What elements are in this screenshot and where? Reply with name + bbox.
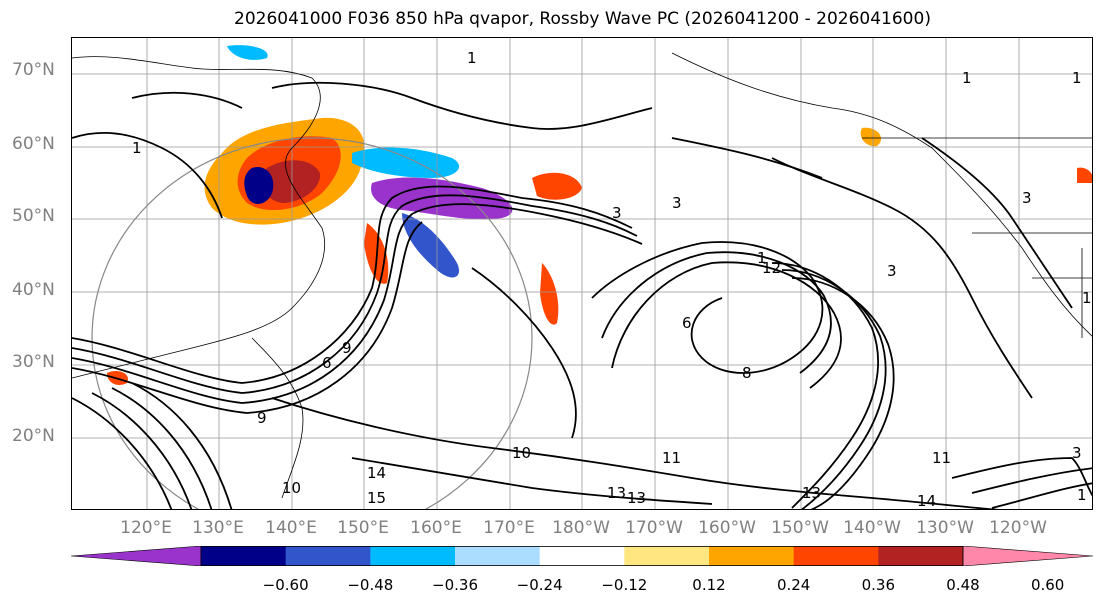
graticule	[72, 38, 1092, 509]
contour-label: 3	[1072, 444, 1082, 462]
colorbar-tick-label: 0.24	[776, 576, 811, 594]
anomaly-negative-band-south	[402, 213, 460, 278]
contour-label: 1	[1072, 69, 1082, 87]
colorbar-tick-label: 0.48	[946, 576, 980, 594]
coastlines	[72, 52, 1092, 499]
anomaly-positive-midpacific	[540, 263, 559, 325]
lon-label-170w: 170°W	[625, 518, 683, 538]
contour-label: 10	[512, 444, 531, 462]
contour-label: 1	[757, 249, 767, 267]
contour-label: 13	[607, 484, 626, 502]
lon-label-130w: 130°W	[916, 518, 974, 538]
colorbar-extend-low	[71, 546, 202, 566]
contour-label: 9	[257, 409, 267, 427]
colorbar-tick-label: −0.12	[601, 576, 648, 594]
contour-label: 11	[932, 449, 951, 467]
lat-label-30n: 30°N	[12, 352, 55, 372]
lon-label-130e: 130°E	[192, 518, 244, 538]
lat-label-40n: 40°N	[12, 280, 55, 300]
lat-label-20n: 20°N	[12, 426, 55, 446]
colorbar-tick-label: −0.60	[262, 576, 309, 594]
colorbar-tick-label: −0.48	[347, 576, 394, 594]
lat-label-50n: 50°N	[12, 206, 55, 226]
colorbar-bin	[370, 546, 456, 566]
lon-label-140e: 140°E	[265, 518, 317, 538]
lat-label-60n: 60°N	[12, 134, 55, 154]
lon-label-170e: 170°E	[483, 518, 535, 538]
colorbar-bin	[793, 546, 879, 566]
contour-label: 13	[627, 489, 646, 507]
colorbar-bin	[709, 546, 795, 566]
colorbar-tick-label: 0.12	[692, 576, 726, 594]
shaded-anomalies	[107, 45, 1092, 385]
lon-label-150e: 150°E	[337, 518, 389, 538]
colorbar-bin	[624, 546, 710, 566]
anomaly-positive-east	[532, 172, 582, 200]
colorbar-bin	[455, 546, 541, 566]
colorbar-bin	[878, 546, 964, 566]
lon-label-160w: 160°W	[698, 518, 756, 538]
contour-label: 1	[1077, 486, 1087, 504]
colorbar	[71, 546, 1093, 566]
map-title: 2026041000 F036 850 hPa qvapor, Rossby W…	[234, 9, 931, 29]
anomaly-small-3	[860, 127, 882, 147]
reference-ellipse	[91, 137, 533, 509]
colorbar-tick-label: −0.24	[516, 576, 563, 594]
contour-label: 6	[682, 314, 692, 332]
anomaly-core-northwest	[262, 160, 321, 203]
lon-label-120e: 120°E	[120, 518, 172, 538]
contour-label-group: 1 1 1 1 3 3 3 3 3 6 6 8 9 9 10 10 11 11 …	[132, 49, 1092, 510]
anomaly-negative-band	[371, 177, 513, 220]
map-canvas: 1 1 1 1 3 3 3 3 3 6 6 8 9 9 10 10 11 11 …	[72, 38, 1092, 510]
map-panel: 1 1 1 1 3 3 3 3 3 6 6 8 9 9 10 10 11 11 …	[71, 37, 1093, 510]
contour-label: 9	[342, 339, 352, 357]
lat-label-70n: 70°N	[12, 60, 55, 80]
contour-label: 1	[467, 49, 477, 67]
anomaly-negative-edge	[352, 147, 460, 178]
lon-label-160e: 160°E	[410, 518, 462, 538]
contour-label: 10	[282, 479, 301, 497]
anomaly-small-4	[1077, 167, 1092, 183]
contour-label: 3	[1022, 189, 1032, 207]
colorbar-tick-label: 0.36	[861, 576, 896, 594]
contour-label: 6	[322, 354, 332, 372]
contour-label: 11	[662, 449, 681, 467]
lon-label-150w: 150°W	[771, 518, 829, 538]
contour-label: 14	[917, 492, 936, 510]
contour-label: 1	[1082, 289, 1092, 307]
anomaly-small-2	[227, 45, 268, 60]
lon-label-140w: 140°W	[843, 518, 901, 538]
colorbar-bin	[285, 546, 371, 566]
lon-label-120w: 120°W	[989, 518, 1047, 538]
colorbar-bin	[201, 546, 287, 566]
contours	[72, 81, 1092, 509]
contour-label: 3	[672, 194, 682, 212]
colorbar-bin	[539, 546, 625, 566]
contour-label: 15	[367, 489, 386, 507]
anomaly-negative-vortex	[244, 167, 274, 204]
contour-label: 3	[612, 204, 622, 222]
contour-label: 1	[132, 139, 142, 157]
colorbar-tick-label: −0.36	[432, 576, 478, 594]
contour-label: 8	[742, 364, 752, 382]
contour-label: 14	[367, 464, 386, 482]
contour-label: 13	[802, 484, 821, 502]
contour-label: 1	[962, 69, 972, 87]
colorbar-outline	[200, 546, 964, 566]
lon-label-180w: 180°W	[552, 518, 610, 538]
colorbar-extend-high	[962, 546, 1093, 566]
colorbar-tick-label: 0.60	[1030, 576, 1065, 594]
contour-label: 3	[887, 262, 897, 280]
contour-label: 12	[762, 259, 781, 277]
